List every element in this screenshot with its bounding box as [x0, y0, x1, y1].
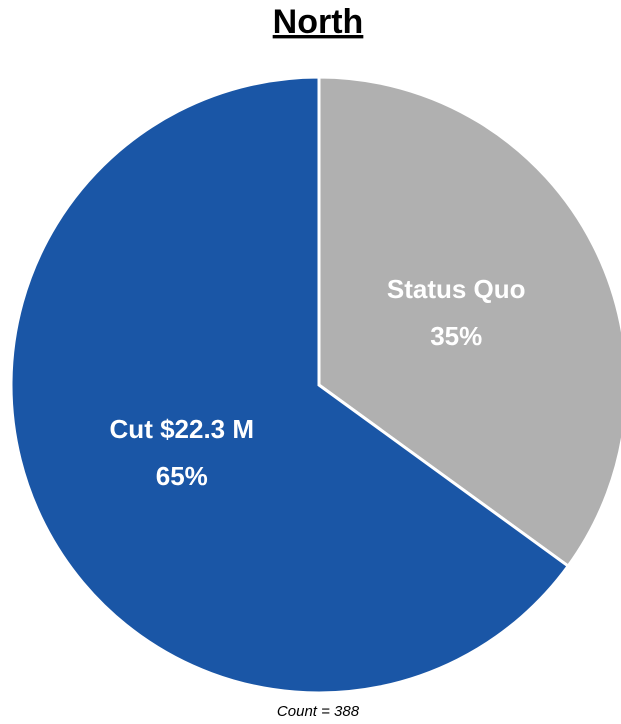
- chart-title: North: [273, 3, 364, 41]
- pie-slice: [317, 75, 621, 569]
- slice-value: 65%: [156, 461, 208, 491]
- slice-value: 35%: [430, 321, 482, 351]
- slice-label: Status Quo: [387, 274, 526, 304]
- footnote: Count = 388: [277, 703, 360, 720]
- slice-label: Cut $22.3 M: [110, 414, 255, 444]
- pie-slice: [9, 75, 571, 695]
